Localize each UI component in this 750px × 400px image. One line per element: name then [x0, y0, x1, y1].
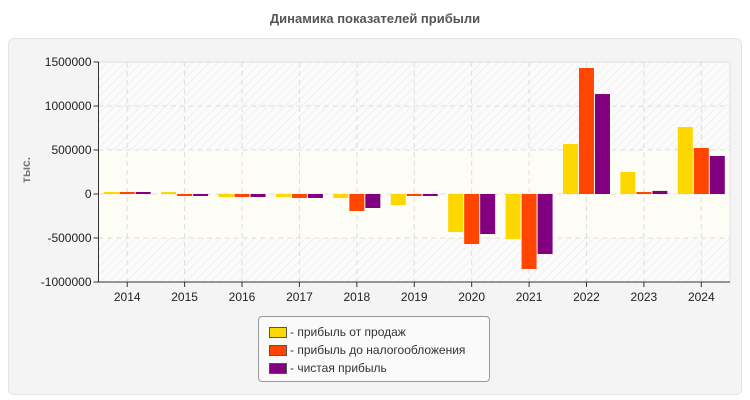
x-tick-label: 2019: [401, 290, 428, 304]
x-tick-label: 2024: [688, 290, 715, 304]
bar-2022-series-1: [562, 144, 578, 194]
bar-2018-series-1: [333, 194, 349, 198]
x-tick-label: 2022: [573, 290, 600, 304]
bar-2020-series-3: [480, 194, 496, 235]
bar-2023-series-2: [636, 192, 652, 194]
bar-2018-series-3: [365, 194, 381, 208]
bar-2018-series-2: [349, 194, 365, 211]
x-tick-label: 2017: [286, 290, 313, 304]
legend-label: - чистая прибыль: [290, 361, 387, 375]
bar-2022-series-3: [594, 94, 610, 194]
bar-2023-series-1: [620, 172, 636, 194]
bar-2015-series-1: [161, 192, 177, 194]
legend-swatch: [269, 326, 287, 338]
legend-item-pretax-profit: - прибыль до налогообложения: [269, 341, 489, 359]
bar-2020-series-1: [448, 194, 464, 233]
bar-2015-series-2: [177, 194, 193, 196]
x-tick-label: 2020: [458, 290, 485, 304]
bar-2024-series-1: [677, 127, 693, 194]
y-tick-label: -500000: [47, 231, 91, 245]
bar-2015-series-3: [193, 194, 209, 196]
y-tick-label: 500000: [51, 143, 91, 157]
legend-item-net-profit: - чистая прибыль: [269, 359, 489, 377]
bar-2019-series-1: [390, 194, 406, 205]
legend-swatch: [269, 344, 287, 356]
legend-item-sales-profit: - прибыль от продаж: [269, 323, 489, 341]
bar-2017-series-2: [291, 194, 307, 198]
y-tick-label: -1000000: [41, 275, 92, 289]
bar-2021-series-1: [505, 194, 521, 239]
x-tick-label: 2018: [343, 290, 370, 304]
bar-2014-series-2: [119, 192, 135, 194]
bar-2016-series-1: [218, 194, 234, 197]
x-tick-label: 2021: [516, 290, 543, 304]
y-tick-label: 0: [85, 187, 92, 201]
legend-label: - прибыль от продаж: [290, 325, 406, 339]
y-tick-label: 1500000: [45, 55, 92, 69]
x-tick-label: 2023: [631, 290, 658, 304]
bar-2021-series-2: [521, 194, 537, 269]
bar-2023-series-3: [652, 190, 668, 194]
bar-2016-series-2: [234, 194, 250, 197]
bar-2022-series-2: [578, 67, 594, 194]
x-tick-label: 2015: [171, 290, 198, 304]
bar-2021-series-3: [537, 194, 553, 255]
bar-2017-series-3: [307, 194, 323, 198]
bar-2017-series-1: [275, 194, 291, 197]
bar-2019-series-3: [422, 194, 438, 196]
bar-2014-series-1: [103, 192, 119, 194]
chart-title: Динамика показателей прибыли: [269, 11, 481, 26]
bar-2016-series-3: [250, 194, 266, 197]
legend-swatch: [269, 362, 287, 374]
bar-2024-series-3: [709, 155, 725, 194]
bar-2024-series-2: [693, 147, 709, 194]
x-tick-label: 2014: [114, 290, 141, 304]
y-tick-label: 1000000: [45, 99, 92, 113]
legend: - прибыль от продаж - прибыль до налогоо…: [258, 316, 490, 382]
x-tick-label: 2016: [229, 290, 256, 304]
legend-label: - прибыль до налогообложения: [290, 343, 466, 357]
bar-2014-series-3: [135, 192, 151, 194]
bar-2019-series-2: [406, 194, 422, 196]
y-axis-label: тыс.: [19, 157, 33, 183]
bar-2020-series-2: [464, 194, 480, 244]
